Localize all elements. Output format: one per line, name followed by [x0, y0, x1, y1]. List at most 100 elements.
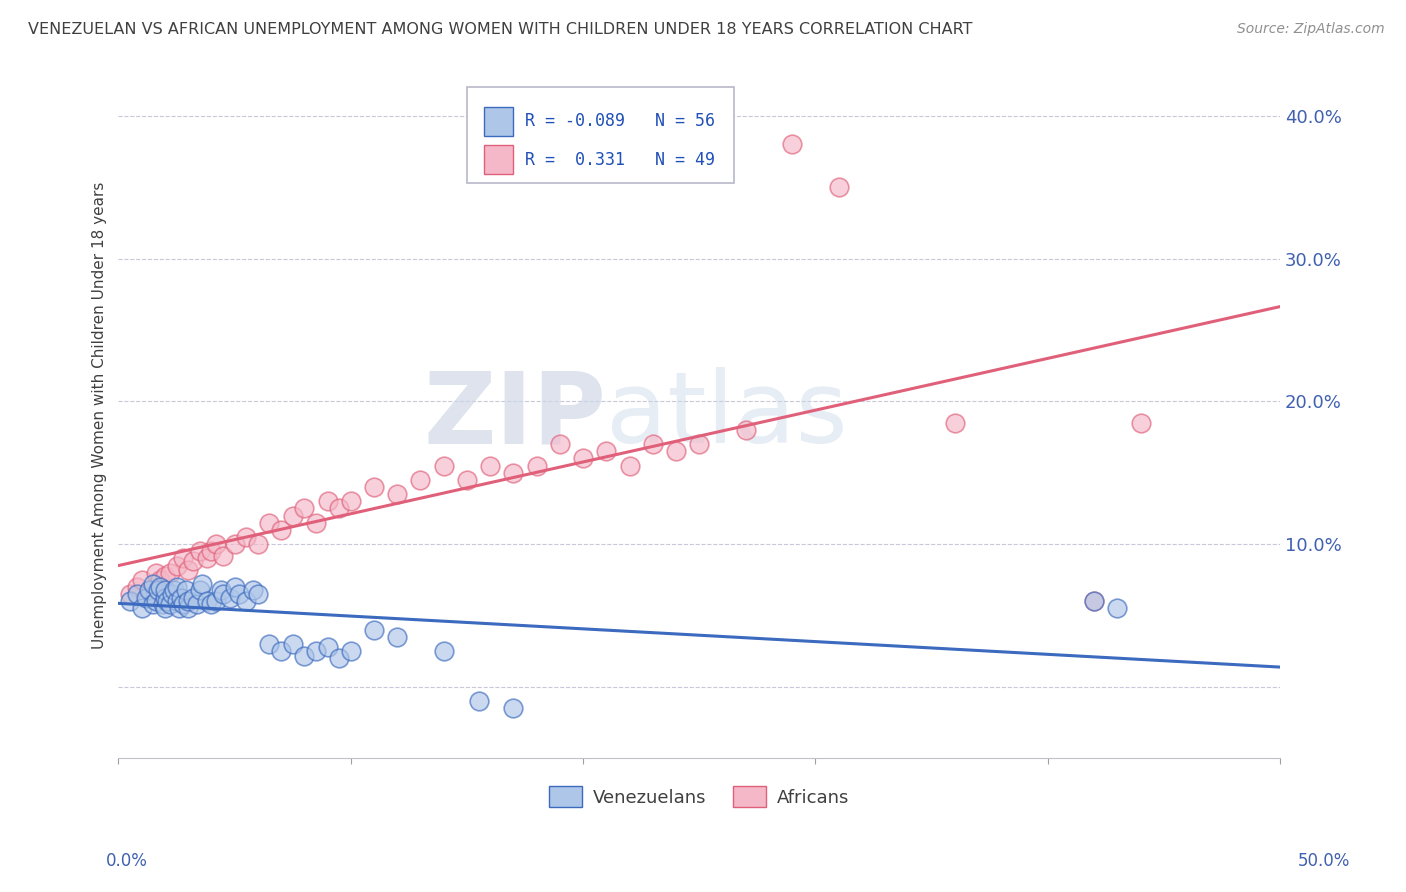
- Point: [409, 473, 432, 487]
- Point: [387, 630, 409, 644]
- Point: [548, 437, 571, 451]
- Point: [339, 644, 361, 658]
- Point: [145, 566, 167, 580]
- Point: [159, 566, 181, 580]
- Point: [665, 444, 688, 458]
- Point: [177, 594, 200, 608]
- Point: [149, 580, 172, 594]
- Point: [456, 473, 478, 487]
- Point: [292, 648, 315, 663]
- FancyBboxPatch shape: [484, 107, 513, 136]
- Point: [188, 582, 211, 597]
- Point: [177, 563, 200, 577]
- Point: [145, 594, 167, 608]
- Point: [734, 423, 756, 437]
- Point: [153, 591, 176, 606]
- Point: [195, 594, 218, 608]
- Point: [305, 644, 328, 658]
- Point: [224, 580, 246, 594]
- Point: [281, 508, 304, 523]
- Point: [149, 573, 172, 587]
- Point: [328, 501, 350, 516]
- Point: [160, 587, 183, 601]
- Point: [1083, 594, 1105, 608]
- Point: [502, 466, 524, 480]
- Point: [363, 480, 385, 494]
- Point: [219, 591, 242, 606]
- Point: [146, 582, 169, 597]
- Point: [120, 594, 142, 608]
- Y-axis label: Unemployment Among Women with Children Under 18 years: Unemployment Among Women with Children U…: [93, 182, 107, 649]
- Point: [619, 458, 641, 473]
- Point: [156, 594, 179, 608]
- Point: [177, 601, 200, 615]
- Point: [142, 577, 165, 591]
- Point: [166, 580, 188, 594]
- Point: [125, 587, 148, 601]
- Point: [153, 582, 176, 597]
- Point: [200, 597, 222, 611]
- Point: [209, 582, 232, 597]
- Point: [242, 582, 264, 597]
- Point: [200, 544, 222, 558]
- Point: [125, 580, 148, 594]
- Point: [142, 597, 165, 611]
- Point: [135, 591, 157, 606]
- Point: [246, 537, 269, 551]
- Point: [780, 137, 803, 152]
- Point: [479, 458, 502, 473]
- Point: [292, 501, 315, 516]
- Point: [181, 591, 204, 606]
- Point: [131, 573, 153, 587]
- Point: [205, 537, 228, 551]
- Point: [159, 597, 181, 611]
- Point: [174, 582, 197, 597]
- Point: [205, 594, 228, 608]
- Point: [153, 568, 176, 582]
- Point: [152, 597, 174, 611]
- Point: [166, 594, 188, 608]
- Text: Source: ZipAtlas.com: Source: ZipAtlas.com: [1237, 22, 1385, 37]
- Point: [316, 494, 339, 508]
- Point: [305, 516, 328, 530]
- Point: [259, 516, 281, 530]
- Point: [235, 530, 257, 544]
- Text: R = -0.089   N = 56: R = -0.089 N = 56: [524, 112, 716, 130]
- Point: [153, 601, 176, 615]
- Point: [173, 551, 195, 566]
- Point: [212, 587, 235, 601]
- Point: [246, 587, 269, 601]
- Point: [186, 597, 208, 611]
- Point: [827, 180, 849, 194]
- Point: [170, 591, 193, 606]
- Point: [1129, 416, 1152, 430]
- Point: [281, 637, 304, 651]
- Point: [316, 640, 339, 654]
- Point: [270, 644, 292, 658]
- Point: [131, 601, 153, 615]
- Text: 50.0%: 50.0%: [1298, 852, 1350, 870]
- Point: [212, 549, 235, 563]
- Point: [167, 601, 190, 615]
- Point: [224, 537, 246, 551]
- Point: [120, 587, 142, 601]
- Point: [235, 594, 257, 608]
- Point: [502, 701, 524, 715]
- Point: [163, 582, 186, 597]
- Point: [195, 551, 218, 566]
- Point: [173, 597, 195, 611]
- Point: [259, 637, 281, 651]
- Point: [641, 437, 664, 451]
- Text: ZIP: ZIP: [423, 368, 606, 464]
- Point: [595, 444, 617, 458]
- Point: [270, 523, 292, 537]
- Point: [433, 458, 456, 473]
- Point: [228, 587, 250, 601]
- Point: [1083, 594, 1105, 608]
- Text: VENEZUELAN VS AFRICAN UNEMPLOYMENT AMONG WOMEN WITH CHILDREN UNDER 18 YEARS CORR: VENEZUELAN VS AFRICAN UNEMPLOYMENT AMONG…: [28, 22, 973, 37]
- Point: [688, 437, 710, 451]
- Point: [1107, 601, 1129, 615]
- Point: [191, 577, 214, 591]
- Point: [467, 694, 489, 708]
- Text: R =  0.331   N = 49: R = 0.331 N = 49: [524, 151, 716, 169]
